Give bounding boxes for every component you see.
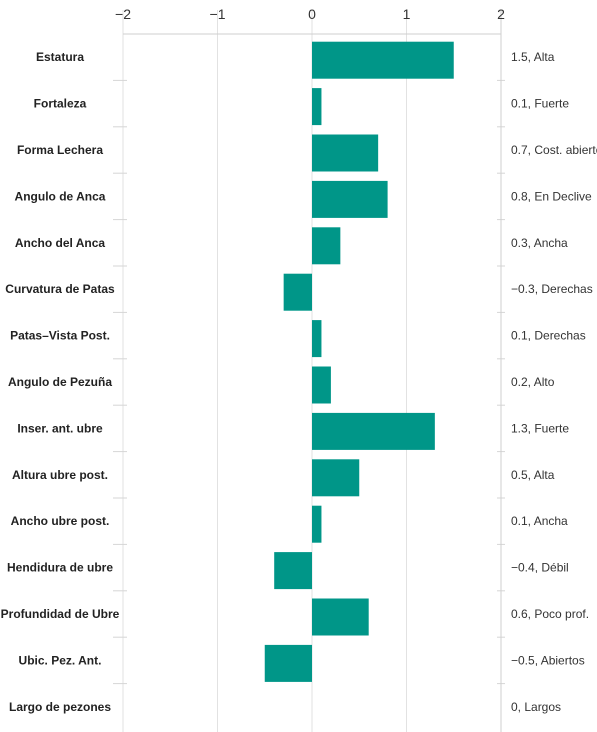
bar <box>312 180 388 218</box>
category-label: Ubic. Pez. Ant. <box>19 653 102 667</box>
value-label: 0.6, Poco prof. <box>511 607 589 621</box>
category-label: Estatura <box>36 50 84 64</box>
category-label: Hendidura de ubre <box>7 561 113 575</box>
category-labels: Estatura Fortaleza Forma Lechera Angulo de … <box>1 50 120 714</box>
category-label: Angulo de Pezuña <box>8 375 112 389</box>
bar <box>312 366 331 404</box>
bar <box>312 459 360 497</box>
value-label: 0.7, Cost. abierto <box>511 143 597 157</box>
value-label: 0.1, Fuerte <box>511 97 569 111</box>
value-labels: 1.5, Alta 0.1, Fuerte 0.7, Cost. abierto 0.… <box>511 50 597 714</box>
category-label: Ancho del Anca <box>15 236 106 250</box>
bar <box>312 598 369 636</box>
value-label: 0.2, Alto <box>511 375 555 389</box>
value-label: 0.5, Alta <box>511 468 555 482</box>
x-tick-label: 1 <box>403 6 411 22</box>
category-label: Inser. ant. ubre <box>17 421 103 435</box>
category-label: Fortaleza <box>34 97 87 111</box>
x-tick-label: −2 <box>115 6 131 22</box>
category-label: Ancho ubre post. <box>11 514 110 528</box>
value-label: 0.1, Ancha <box>511 514 568 528</box>
bars <box>264 41 454 682</box>
value-label: 1.5, Alta <box>511 50 555 64</box>
value-label: −0.4, Débil <box>511 561 569 575</box>
bar <box>312 41 454 79</box>
category-label: Largo de pezones <box>9 700 111 714</box>
x-tick-labels: −2 −1 0 1 2 <box>115 6 505 22</box>
bar <box>312 227 341 265</box>
value-label: 0.1, Derechas <box>511 329 586 343</box>
value-label: 1.3, Fuerte <box>511 421 569 435</box>
bar <box>264 644 312 682</box>
x-tick-label: 2 <box>497 6 505 22</box>
bar <box>312 505 322 543</box>
value-label: 0.3, Ancha <box>511 236 568 250</box>
bar <box>312 412 435 450</box>
x-tick-label: 0 <box>308 6 316 22</box>
category-label: Forma Lechera <box>17 143 103 157</box>
row-separators <box>113 79 505 685</box>
x-tick-label: −1 <box>210 6 226 22</box>
category-label: Profundidad de Ubre <box>1 607 120 621</box>
bar <box>312 320 322 358</box>
bar <box>312 134 379 172</box>
value-label: 0.8, En Declive <box>511 189 592 203</box>
value-label: −0.3, Derechas <box>511 282 593 296</box>
axes <box>123 10 502 732</box>
category-label: Patas–Vista Post. <box>10 329 110 343</box>
bar <box>283 273 312 311</box>
value-label: 0, Largos <box>511 700 561 714</box>
value-label: −0.5, Abiertos <box>511 653 585 667</box>
category-label: Altura ubre post. <box>12 468 108 482</box>
bar <box>274 552 312 590</box>
category-label: Curvatura de Patas <box>5 282 115 296</box>
category-label: Angulo de Anca <box>15 189 106 203</box>
bar <box>312 88 322 126</box>
